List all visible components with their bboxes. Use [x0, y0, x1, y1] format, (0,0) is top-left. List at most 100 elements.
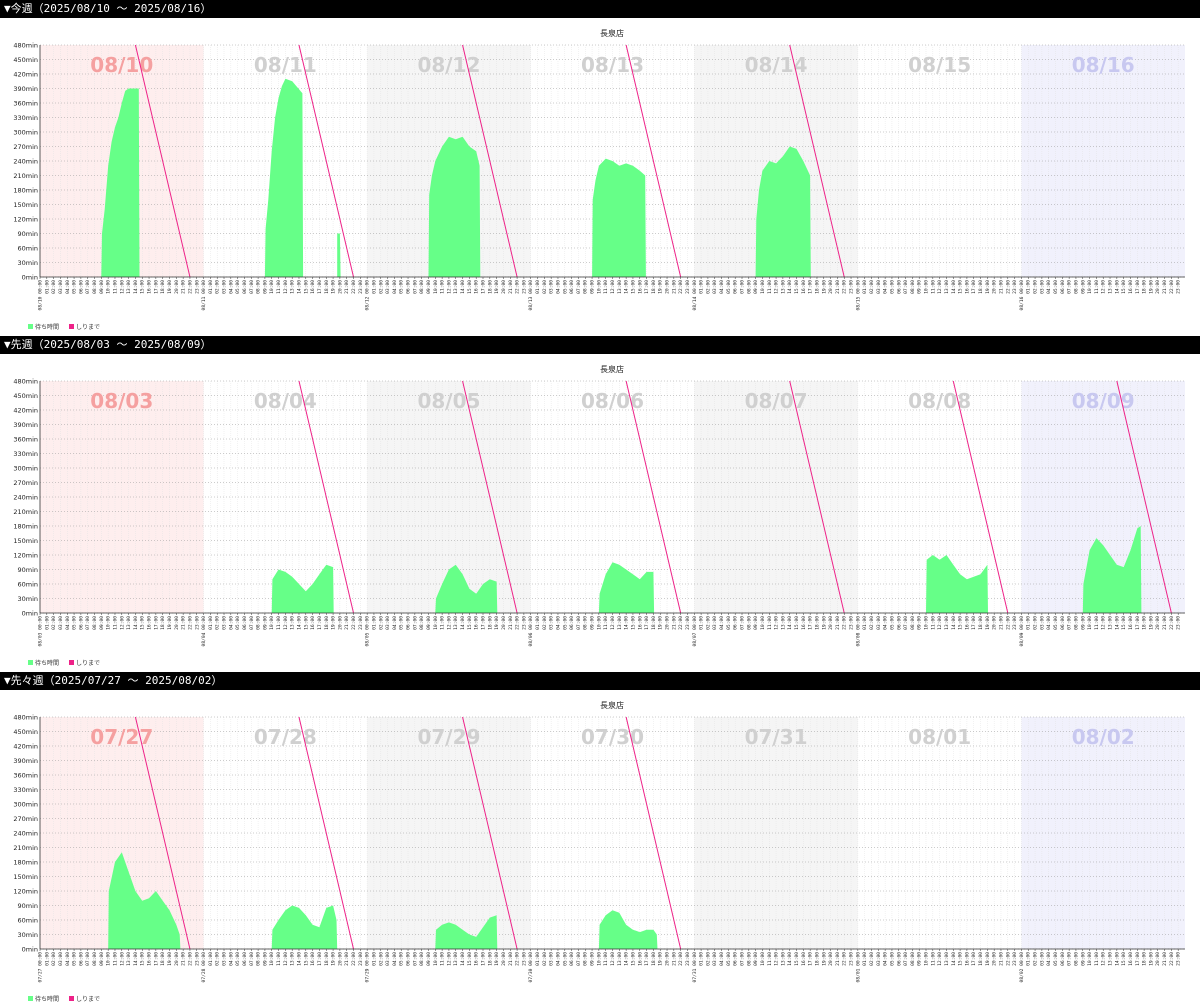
- wait-area: [271, 564, 334, 613]
- x-tick-label: 07:00: [412, 952, 418, 966]
- wait-area: [926, 555, 988, 613]
- x-tick-label: 11:00: [767, 952, 773, 966]
- y-tick-label: 210min: [13, 172, 38, 180]
- x-tick-label: 15:00: [303, 952, 309, 966]
- x-tick-label: 17:00: [317, 280, 323, 294]
- x-tick-label: 08:00: [419, 616, 425, 630]
- x-tick-label: 18:00: [160, 952, 166, 966]
- x-tick-label: 05:00: [889, 280, 895, 294]
- x-tick-label: 22:00: [1005, 616, 1011, 630]
- x-tick-label: 17:00: [971, 616, 977, 630]
- x-tick-label: 12:00: [774, 280, 780, 294]
- y-tick-label: 120min: [13, 888, 38, 896]
- panel-header[interactable]: ▼先週（2025/08/03 ～ 2025/08/09）: [0, 336, 1200, 354]
- x-tick-label: 17:00: [644, 280, 650, 294]
- x-tick-label: 02:00: [215, 280, 221, 294]
- x-tick-label: 22:00: [187, 616, 193, 630]
- x-tick-label: 04:00: [719, 952, 725, 966]
- x-tick-label: 11:00: [112, 616, 118, 630]
- x-tick-label: 05:00: [1053, 952, 1059, 966]
- x-tick-label: 08/14 00:00: [692, 280, 698, 311]
- x-tick-label: 12:00: [1101, 280, 1107, 294]
- day-label: 08/14: [745, 53, 808, 77]
- x-tick-label: 07:00: [412, 280, 418, 294]
- x-tick-label: 05:00: [235, 952, 241, 966]
- x-tick-label: 15:00: [794, 952, 800, 966]
- x-tick-label: 10:00: [1087, 952, 1093, 966]
- x-tick-label: 18:00: [978, 952, 984, 966]
- x-tick-label: 20:00: [501, 280, 507, 294]
- x-tick-label: 15:00: [794, 616, 800, 630]
- x-tick-label: 16:00: [474, 280, 480, 294]
- day-label: 07/31: [745, 725, 808, 749]
- x-tick-label: 13:00: [290, 616, 296, 630]
- x-tick-label: 10:00: [433, 280, 439, 294]
- x-tick-label: 08:00: [746, 616, 752, 630]
- x-tick-label: 04:00: [392, 952, 398, 966]
- y-tick-label: 480min: [13, 714, 38, 722]
- x-tick-label: 17:00: [481, 952, 487, 966]
- x-tick-label: 19:00: [331, 616, 337, 630]
- x-tick-label: 13:00: [780, 952, 786, 966]
- x-tick-label: 23:00: [521, 616, 527, 630]
- x-tick-label: 11:00: [767, 616, 773, 630]
- x-tick-label: 11:00: [1094, 952, 1100, 966]
- day-label: 08/10: [90, 53, 153, 77]
- x-tick-label: 04:00: [1046, 616, 1052, 630]
- y-tick-label: 90min: [17, 230, 38, 238]
- x-tick-label: 15:00: [1121, 616, 1127, 630]
- x-tick-label: 06:00: [78, 280, 84, 294]
- x-tick-label: 09:00: [917, 280, 923, 294]
- panel-two-weeks-ago: ▼先々週（2025/07/27 ～ 2025/08/02） 長泉店 0min 30m…: [0, 672, 1200, 1008]
- x-tick-label: 19:00: [821, 952, 827, 966]
- x-tick-label: 02:00: [51, 280, 57, 294]
- close-line: [625, 44, 682, 278]
- x-tick-label: 02:00: [51, 616, 57, 630]
- x-tick-label: 13:00: [617, 616, 623, 630]
- x-tick-label: 03:00: [549, 280, 555, 294]
- x-tick-label: 19:00: [658, 616, 664, 630]
- y-tick-label: 240min: [13, 494, 38, 502]
- x-tick-label: 21:00: [998, 952, 1004, 966]
- x-tick-label: 17:00: [644, 952, 650, 966]
- x-tick-label: 05:00: [726, 616, 732, 630]
- x-tick-label: 20:00: [174, 952, 180, 966]
- x-tick-label: 12:00: [774, 952, 780, 966]
- legend-label-close: しりまで: [76, 996, 101, 1003]
- x-tick-label: 21:00: [508, 280, 514, 294]
- x-tick-label: 08:00: [746, 952, 752, 966]
- y-tick-label: 420min: [13, 743, 38, 751]
- x-tick-label: 18:00: [487, 280, 493, 294]
- x-tick-label: 04:00: [65, 616, 71, 630]
- y-tick-label: 30min: [17, 931, 38, 939]
- x-tick-label: 06:00: [569, 616, 575, 630]
- x-tick-label: 18:00: [978, 616, 984, 630]
- x-tick-label: 11:00: [440, 616, 446, 630]
- x-tick-label: 07/29 00:00: [365, 952, 371, 983]
- x-tick-label: 22:00: [678, 952, 684, 966]
- panel-header[interactable]: ▼先々週（2025/07/27 ～ 2025/08/02）: [0, 672, 1200, 690]
- x-tick-label: 18:00: [814, 952, 820, 966]
- x-tick-label: 02:00: [378, 616, 384, 630]
- x-tick-label: 16:00: [964, 616, 970, 630]
- x-tick-label: 08:00: [419, 280, 425, 294]
- x-tick-label: 09:00: [590, 280, 596, 294]
- x-tick-label: 10:00: [106, 952, 112, 966]
- panel-header[interactable]: ▼今週（2025/08/10 ～ 2025/08/16）: [0, 0, 1200, 18]
- x-tick-label: 15:00: [140, 952, 146, 966]
- x-tick-label: 11:00: [603, 616, 609, 630]
- x-tick-label: 06:00: [1060, 280, 1066, 294]
- close-line: [625, 716, 682, 950]
- legend-label-wait: 待ち時間: [35, 996, 60, 1003]
- x-tick-label: 04:00: [1046, 280, 1052, 294]
- y-tick-label: 240min: [13, 158, 38, 166]
- x-tick-label: 19:00: [985, 280, 991, 294]
- x-tick-label: 12:00: [283, 616, 289, 630]
- x-tick-label: 02:00: [869, 952, 875, 966]
- x-tick-label: 14:00: [460, 616, 466, 630]
- x-tick-label: 03:00: [222, 616, 228, 630]
- x-tick-label: 09:00: [262, 952, 268, 966]
- y-tick-label: 0min: [22, 610, 38, 618]
- x-tick-label: 07:00: [85, 952, 91, 966]
- x-tick-label: 16:00: [1128, 616, 1134, 630]
